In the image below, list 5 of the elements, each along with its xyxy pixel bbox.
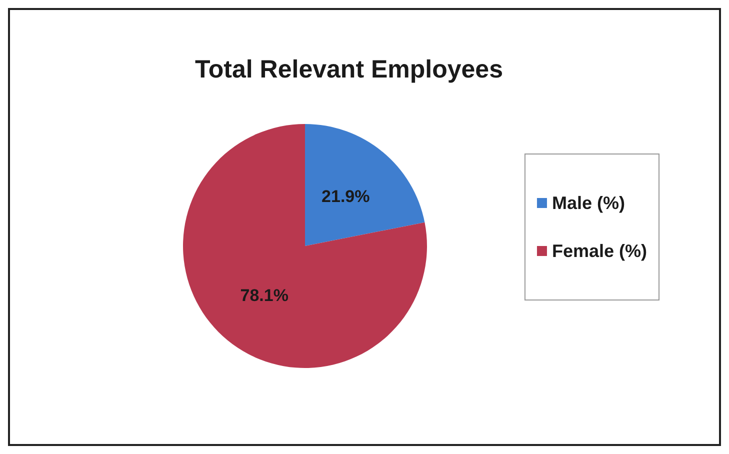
legend-label: Female (%)	[552, 241, 648, 261]
data-label: 78.1%	[240, 286, 288, 305]
legend-label: Male (%)	[552, 193, 625, 213]
chart-title: Total Relevant Employees	[195, 56, 503, 84]
data-label: 21.9%	[322, 187, 370, 206]
